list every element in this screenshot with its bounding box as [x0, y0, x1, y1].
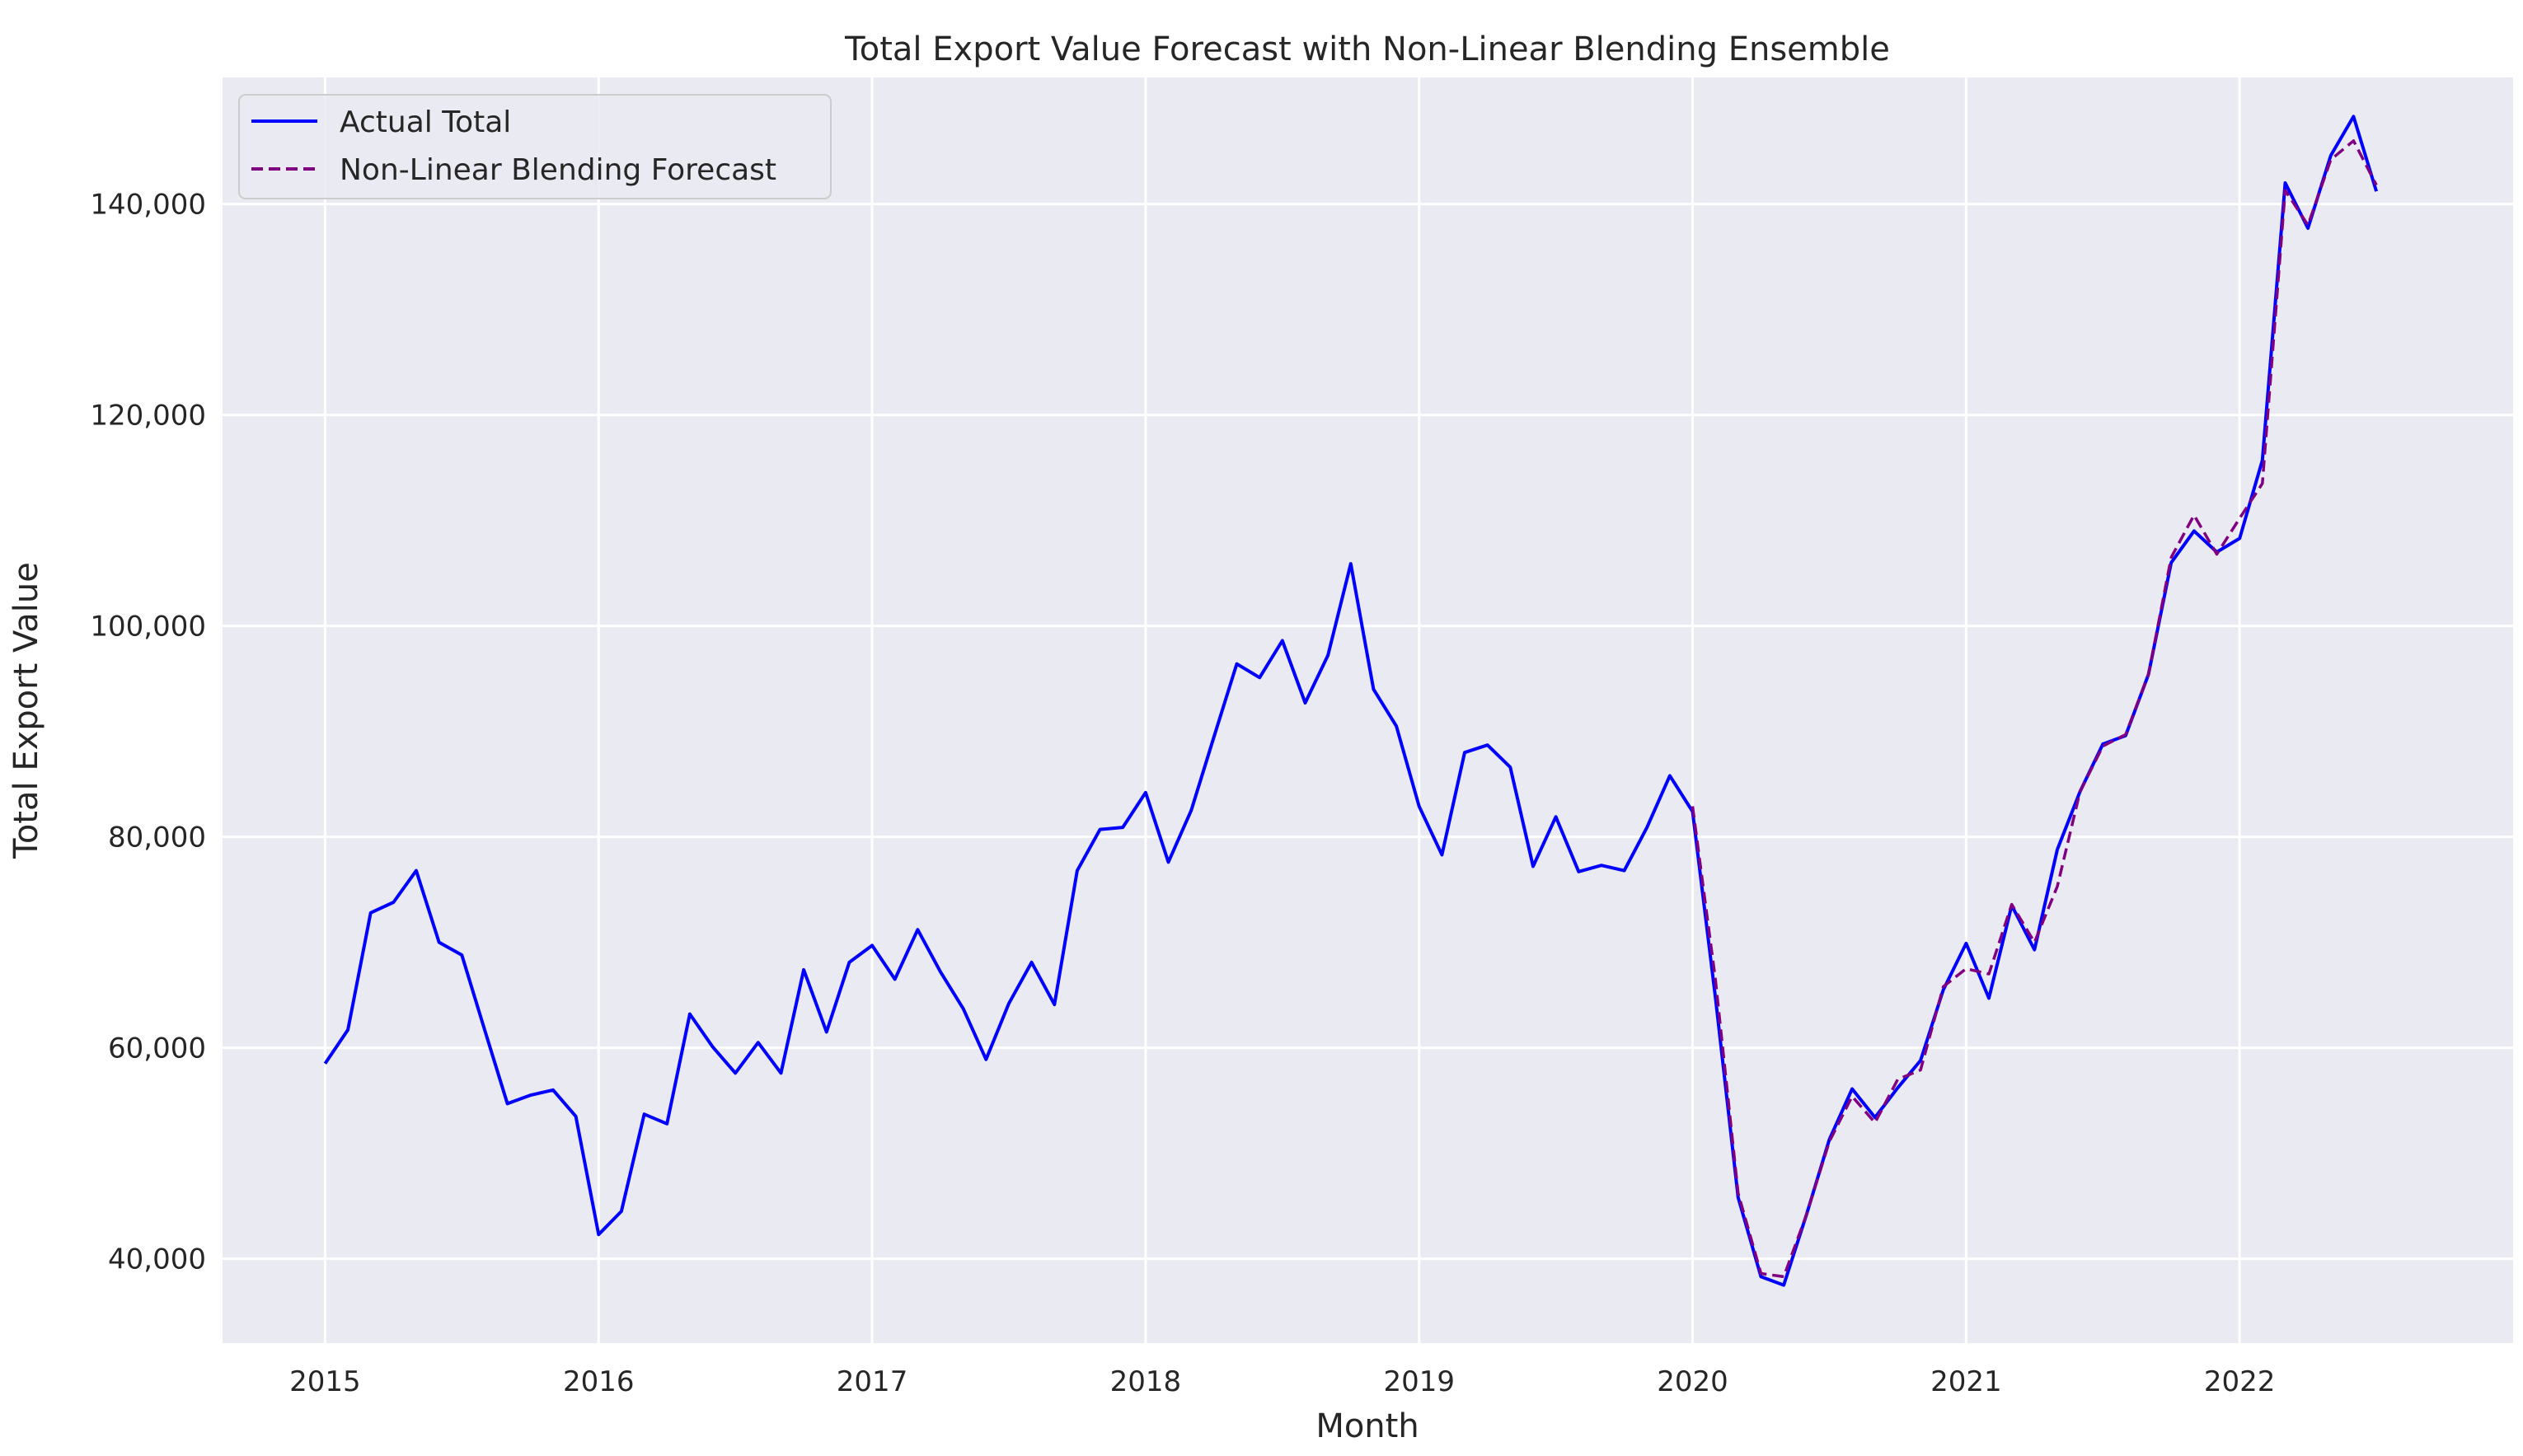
y-gridlines	[223, 203, 2513, 1261]
x-tick-label: 2018	[1110, 1365, 1182, 1398]
x-tick-labels: 2015 2016 2017 2018 2019 2020 2021 2022	[289, 1365, 2275, 1398]
chart-title: Total Export Value Forecast with Non-Lin…	[844, 30, 1890, 68]
y-tick-label: 100,000	[90, 611, 206, 644]
legend-label-forecast: Non-Linear Blending Forecast	[340, 153, 776, 187]
y-tick-label: 40,000	[108, 1243, 206, 1276]
plot-background	[223, 77, 2513, 1343]
series-line-actual	[323, 115, 2379, 1287]
x-tick-label: 2020	[1657, 1365, 1728, 1398]
legend-box	[238, 94, 832, 199]
x-tick-label: 2015	[289, 1365, 361, 1398]
x-gridlines	[323, 77, 2241, 1343]
x-axis-title: Month	[1315, 1407, 1419, 1445]
y-tick-label: 140,000	[90, 189, 206, 222]
legend-label-actual: Actual Total	[340, 105, 511, 139]
y-tick-labels: 40,000 60,000 80,000 100,000 120,000 140,000	[90, 189, 206, 1276]
series-line-forecast	[1691, 139, 2378, 1279]
x-tick-label: 2022	[2204, 1365, 2276, 1398]
y-tick-label: 120,000	[90, 400, 206, 433]
series-layer	[323, 115, 2379, 1287]
x-tick-label: 2021	[1930, 1365, 2002, 1398]
y-axis-title: Total Export Value	[7, 562, 45, 859]
y-tick-label: 80,000	[108, 822, 206, 854]
x-tick-label: 2017	[837, 1365, 908, 1398]
legend: Actual Total Non-Linear Blending Forecas…	[238, 94, 832, 199]
y-tick-label: 60,000	[108, 1032, 206, 1065]
x-tick-label: 2016	[563, 1365, 635, 1398]
x-tick-label: 2019	[1383, 1365, 1455, 1398]
